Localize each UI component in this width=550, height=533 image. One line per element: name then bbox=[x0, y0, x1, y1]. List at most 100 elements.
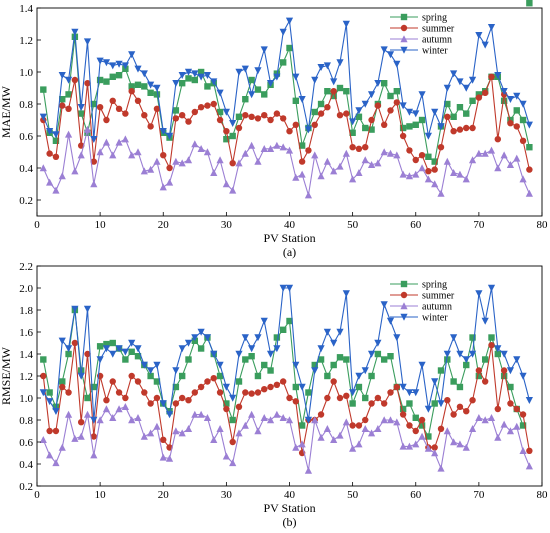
rmse-point-autumn bbox=[298, 440, 306, 448]
rmse-point-spring bbox=[481, 356, 489, 363]
rmse-point-spring bbox=[500, 372, 508, 380]
rmse-legend-item-summer: summer bbox=[390, 291, 455, 302]
rmse-x-axis-title: PV Station bbox=[263, 501, 315, 515]
rmse-point-autumn bbox=[140, 432, 148, 440]
mae-point-summer bbox=[418, 152, 426, 159]
rmse-y-tick-label: 2.0 bbox=[19, 283, 33, 295]
mae-point-autumn bbox=[405, 172, 414, 180]
mae-point-winter bbox=[349, 118, 357, 126]
rmse-point-summer bbox=[141, 389, 148, 396]
rmse-point-autumn bbox=[39, 436, 47, 443]
rmse-point-summer bbox=[481, 378, 489, 385]
rmse-point-autumn bbox=[355, 440, 363, 448]
rmse-point-autumn bbox=[412, 440, 420, 448]
mae-point-winter bbox=[500, 88, 508, 95]
mae-point-spring bbox=[77, 110, 85, 117]
rmse-point-spring bbox=[330, 361, 337, 369]
rmse-y-tick-label: 0.6 bbox=[19, 437, 33, 449]
rmse-point-autumn bbox=[165, 454, 174, 462]
rmse-point-summer bbox=[229, 438, 236, 446]
rmse-point-autumn bbox=[52, 459, 60, 467]
mae-point-spring bbox=[204, 83, 211, 90]
mae-point-summer bbox=[229, 160, 236, 167]
rmse-point-winter bbox=[304, 416, 313, 424]
mae-point-autumn bbox=[355, 169, 363, 176]
mae-point-summer bbox=[204, 102, 211, 109]
mae-point-spring bbox=[109, 73, 116, 80]
rmse-point-summer bbox=[463, 408, 470, 415]
rmse-point-autumn bbox=[115, 405, 123, 413]
rmse-point-winter bbox=[374, 339, 382, 347]
mae-point-autumn bbox=[90, 180, 98, 188]
rmse-point-summer bbox=[450, 411, 457, 418]
rmse-series-autumn bbox=[39, 403, 533, 474]
rmse-point-summer bbox=[235, 403, 243, 410]
mae-point-spring bbox=[362, 124, 369, 132]
mae-point-autumn bbox=[506, 161, 515, 168]
rmse-point-autumn bbox=[109, 414, 117, 421]
mae-point-winter bbox=[248, 91, 256, 99]
mae-point-summer bbox=[96, 104, 104, 111]
rmse-point-autumn bbox=[424, 444, 432, 452]
rmse-point-summer bbox=[185, 397, 192, 404]
mae-point-autumn bbox=[330, 167, 338, 175]
rmse-point-autumn bbox=[386, 416, 395, 424]
mae-point-autumn bbox=[468, 156, 477, 164]
mae-point-summer bbox=[160, 152, 167, 159]
mae-point-summer bbox=[336, 112, 344, 119]
rmse-point-summer bbox=[431, 444, 438, 451]
mae-point-autumn bbox=[235, 159, 243, 167]
mae-point-summer bbox=[368, 116, 375, 124]
mae-point-spring bbox=[216, 108, 224, 116]
rmse-point-spring bbox=[317, 356, 325, 363]
mae-point-winter bbox=[260, 46, 268, 54]
mae-point-autumn bbox=[349, 175, 357, 183]
mae-point-autumn bbox=[254, 157, 262, 165]
mae-point-autumn bbox=[128, 151, 136, 159]
mae-point-autumn bbox=[121, 135, 129, 143]
rmse-point-autumn bbox=[83, 410, 92, 418]
rmse-point-summer bbox=[210, 375, 217, 382]
rmse-point-spring bbox=[463, 361, 470, 369]
mae-point-autumn bbox=[172, 157, 180, 165]
rmse-point-winter bbox=[292, 361, 300, 369]
mae-point-autumn bbox=[216, 156, 224, 164]
rmse-point-autumn bbox=[405, 442, 414, 450]
mae-point-autumn bbox=[336, 162, 344, 170]
rmse-point-summer bbox=[488, 342, 495, 349]
mae-point-summer bbox=[463, 124, 470, 132]
rmse-point-summer bbox=[216, 389, 224, 396]
mae-point-spring bbox=[261, 91, 268, 98]
rmse-point-summer bbox=[267, 383, 274, 391]
rmse-point-summer bbox=[399, 411, 407, 418]
rmse-point-winter bbox=[456, 350, 464, 358]
rmse-point-spring bbox=[90, 383, 98, 391]
rmse-point-winter bbox=[248, 345, 256, 353]
mae-y-tick-label: 0.4 bbox=[19, 163, 33, 175]
rmse-x-tick-label: 70 bbox=[473, 489, 485, 501]
mae-point-autumn bbox=[443, 157, 451, 165]
mae-point-winter bbox=[273, 73, 281, 81]
mae-point-spring bbox=[463, 110, 470, 117]
mae-point-winter bbox=[418, 91, 426, 99]
mae-point-spring bbox=[147, 89, 154, 96]
rmse-line-winter bbox=[42, 287, 530, 421]
rmse-point-summer bbox=[500, 367, 508, 374]
mae-point-autumn bbox=[153, 157, 161, 165]
mae-point-winter bbox=[71, 28, 79, 36]
rmse-point-spring bbox=[223, 400, 230, 407]
rmse-point-winter bbox=[393, 334, 401, 342]
mae-point-summer bbox=[128, 88, 135, 95]
mae-x-tick-label: 30 bbox=[221, 219, 233, 231]
mae-point-autumn bbox=[462, 175, 470, 183]
mae-point-summer bbox=[355, 145, 363, 152]
mae-legend-marker bbox=[400, 13, 408, 21]
mae-point-winter bbox=[443, 84, 451, 92]
mae-point-autumn bbox=[134, 148, 142, 156]
mae-point-spring bbox=[412, 121, 419, 128]
rmse-point-spring bbox=[519, 422, 527, 429]
mae-point-spring bbox=[355, 113, 363, 120]
mae-point-winter bbox=[266, 80, 275, 87]
mae-point-winter bbox=[229, 120, 237, 127]
mae-point-winter bbox=[216, 89, 224, 97]
